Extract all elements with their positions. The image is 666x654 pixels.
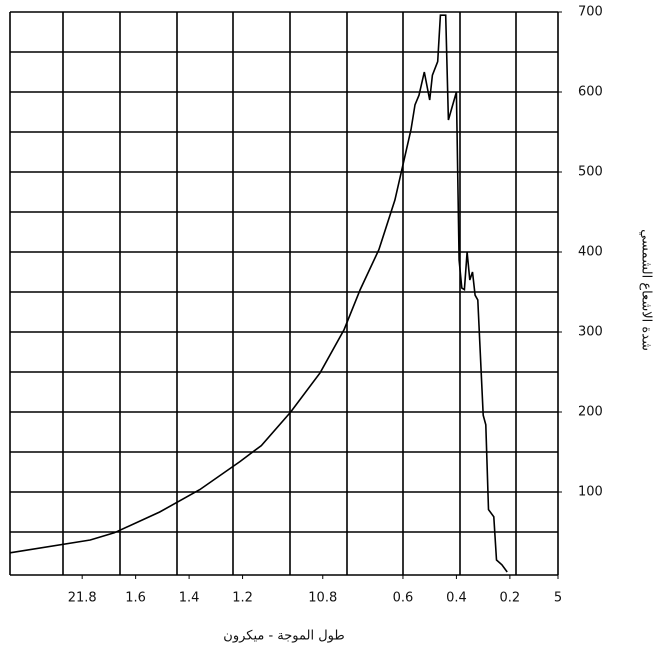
y-tick-label: 700 (578, 5, 603, 20)
y-tick-label: 200 (578, 405, 603, 420)
x-tick-label: 10.8 (308, 591, 337, 606)
y-tick-label: 300 (578, 325, 603, 340)
x-tick-label: 1.2 (232, 591, 253, 606)
grid (9, 11, 559, 576)
x-tick-label: 1.6 (125, 591, 146, 606)
y-tick-label: 400 (578, 245, 603, 260)
x-tick-label: 1.4 (179, 591, 200, 606)
y-tick-label: 500 (578, 165, 603, 180)
x-tick-label: 21.8 (68, 591, 97, 606)
x-axis-title: طول الموجة - ميكرون (223, 629, 344, 644)
x-tick-label: 5 (554, 591, 562, 606)
line (9, 14, 508, 573)
x-tick-label: 0.6 (393, 591, 414, 606)
y-tick-label: 100 (578, 485, 603, 500)
x-tick-label: 0.2 (500, 591, 521, 606)
y-axis-title: شدة الاشعاع الشمسي (639, 229, 654, 351)
y-tick-label: 600 (578, 85, 603, 100)
x-tick-label: 0.4 (446, 591, 467, 606)
